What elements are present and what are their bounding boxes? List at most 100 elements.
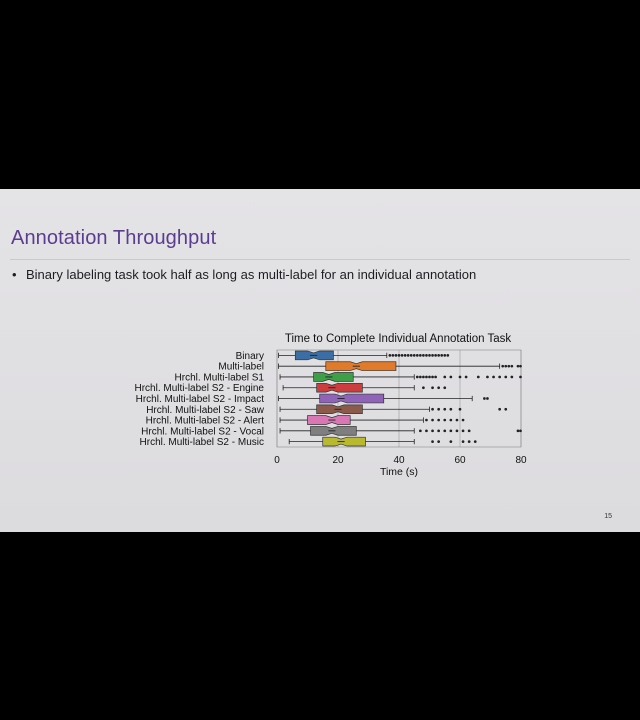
outlier-point — [455, 418, 459, 422]
outlier-point — [458, 407, 462, 411]
outlier-point — [443, 429, 447, 433]
slide-title: Annotation Throughput — [11, 227, 217, 249]
outlier-point — [483, 397, 486, 400]
outlier-point — [443, 375, 447, 379]
outlier-point — [431, 440, 434, 443]
outlier-point — [461, 418, 465, 422]
outlier-point — [394, 354, 398, 357]
outlier-point — [449, 375, 453, 379]
outlier-point — [473, 440, 477, 443]
outlier-point — [449, 407, 453, 411]
outlier-point — [504, 364, 508, 368]
outlier-point — [492, 375, 495, 379]
outlier-point — [449, 440, 453, 443]
box — [313, 372, 354, 382]
chart-title: Time to Complete Individual Annotation T… — [285, 333, 512, 345]
outlier-point — [443, 407, 447, 411]
outlier-point — [425, 418, 428, 422]
outlier-point — [501, 364, 505, 368]
outlier-point — [409, 354, 413, 357]
outlier-point — [422, 375, 425, 379]
outlier-point — [449, 429, 453, 433]
outlier-point — [391, 354, 395, 357]
outlier-point — [486, 375, 489, 379]
outlier-point — [461, 440, 465, 443]
outlier-point — [431, 429, 434, 433]
outlier-point — [425, 375, 428, 379]
outlier-point — [431, 354, 434, 357]
outlier-point — [443, 354, 447, 357]
outlier-point — [425, 354, 428, 357]
category-label: Binary — [236, 351, 264, 362]
outlier-point — [498, 375, 501, 379]
outlier-point — [443, 386, 447, 390]
outlier-point — [486, 397, 489, 400]
outlier-point — [464, 375, 468, 379]
outlier-point — [437, 440, 440, 443]
outlier-point — [425, 429, 428, 433]
outlier-point — [403, 354, 407, 357]
category-label: Hrchl. Multi-label S2 - Music — [140, 437, 264, 448]
outlier-point — [397, 354, 401, 357]
category-label: Hrchl. Multi-label S2 - Saw — [146, 405, 265, 416]
x-tick-label: 60 — [454, 455, 466, 466]
outlier-point — [467, 429, 471, 433]
outlier-point — [422, 386, 425, 390]
outlier-point — [434, 354, 437, 357]
title-divider — [10, 259, 630, 260]
box-plot-chart: Time to Complete Individual Annotation T… — [135, 333, 527, 478]
outlier-point — [510, 375, 514, 379]
outlier-point — [443, 418, 447, 422]
outlier-point — [458, 375, 462, 379]
outlier-point — [431, 418, 434, 422]
outlier-point — [431, 386, 434, 390]
category-label: Hrchl. Multi-label S2 - Alert — [146, 416, 265, 427]
outlier-point — [428, 354, 431, 357]
outlier-point — [400, 354, 404, 357]
outlier-point — [504, 407, 508, 411]
outlier-point — [419, 429, 422, 433]
outlier-point — [437, 429, 440, 433]
x-tick-label: 80 — [515, 455, 527, 466]
box — [325, 361, 397, 371]
outlier-point — [437, 354, 440, 357]
outlier-point — [507, 364, 511, 368]
outlier-point — [419, 354, 422, 357]
outlier-point — [437, 418, 440, 422]
outlier-point — [431, 375, 434, 379]
outlier-point — [504, 375, 508, 379]
outlier-point — [419, 375, 422, 379]
outlier-point — [388, 354, 392, 357]
outlier-point — [428, 375, 431, 379]
box — [316, 382, 363, 393]
outlier-point — [516, 364, 520, 368]
x-tick-label: 40 — [393, 455, 405, 466]
outlier-point — [476, 375, 480, 379]
outlier-point — [510, 364, 514, 368]
plot-frame — [276, 349, 522, 448]
outlier-point — [412, 354, 416, 357]
box — [319, 393, 385, 404]
category-label: Hrchl. Multi-label S2 - Engine — [135, 383, 265, 394]
outlier-point — [519, 364, 522, 368]
outlier-point — [498, 407, 501, 411]
outlier-point — [467, 440, 471, 443]
outlier-point — [446, 354, 450, 357]
outlier-point — [422, 354, 425, 357]
outlier-point — [516, 429, 520, 433]
category-label: Hrchl. Multi-label S1 — [175, 372, 265, 383]
slide: Annotation Throughput • Binary labeling … — [0, 189, 640, 532]
outlier-point — [440, 354, 444, 357]
outlier-point — [415, 354, 419, 357]
category-label: Multi-label — [218, 362, 264, 373]
bullet-text: Binary labeling task took half as long a… — [26, 267, 477, 282]
outlier-point — [406, 354, 410, 357]
x-tick-label: 0 — [274, 455, 280, 466]
bullet-marker: • — [12, 267, 17, 282]
outlier-point — [519, 429, 522, 433]
outlier-point — [455, 429, 459, 433]
outlier-point — [437, 407, 440, 411]
outlier-point — [461, 429, 465, 433]
x-tick-label: 20 — [332, 455, 344, 466]
outlier-point — [449, 418, 453, 422]
